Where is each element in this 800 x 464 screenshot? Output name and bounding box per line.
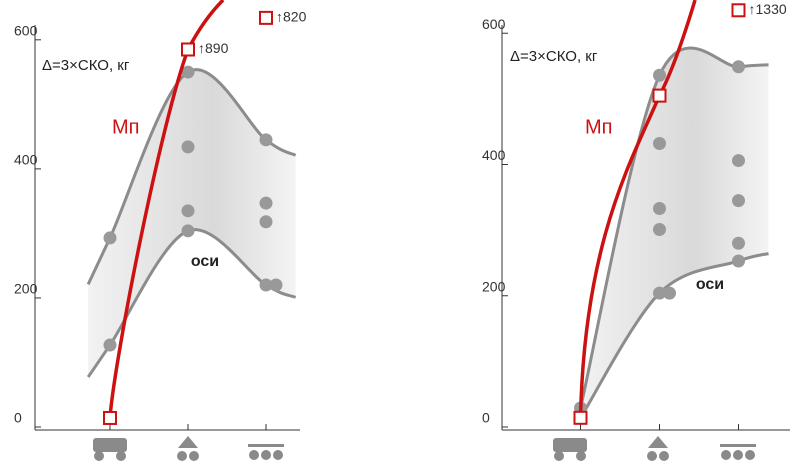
axes-layer — [34, 25, 790, 431]
dot — [653, 201, 666, 215]
band-upper — [579, 46, 769, 409]
line-label: Mп — [585, 116, 613, 138]
dot — [653, 222, 666, 236]
band-lower — [579, 252, 769, 419]
line-marker — [573, 410, 588, 425]
y-tick-label: 200 — [14, 281, 38, 297]
y-tick-label: 400 — [14, 152, 38, 168]
dot — [732, 236, 745, 250]
y-tick-label: 400 — [482, 147, 506, 163]
line-layer — [108, 0, 697, 419]
category-icons — [93, 436, 756, 461]
line — [578, 0, 697, 418]
annotation: ↑1330 — [749, 1, 787, 17]
dot — [259, 278, 273, 292]
line-marker — [103, 410, 117, 425]
band-label: оси — [191, 253, 219, 270]
y-axis-label: Δ=3×СКО, кг — [42, 57, 130, 74]
y-tick-label: 0 — [14, 410, 22, 426]
dot — [653, 286, 666, 300]
dot — [181, 224, 195, 238]
dot — [653, 68, 666, 82]
dot — [259, 215, 273, 229]
band-fill — [580, 48, 769, 418]
y-tick-label: 200 — [482, 278, 506, 294]
band-fill — [88, 69, 296, 378]
y-tick-label: 0 — [482, 410, 490, 426]
dot — [181, 65, 195, 79]
line-marker — [181, 42, 195, 57]
dot — [732, 60, 745, 74]
annotation: ↑890 — [198, 40, 229, 56]
band-label: оси — [696, 276, 724, 293]
y-tick-label: 600 — [482, 16, 506, 32]
line-label: Mп — [112, 116, 140, 138]
line-marker — [652, 88, 667, 103]
dot — [259, 133, 273, 147]
line-marker — [259, 10, 273, 25]
dot — [103, 338, 117, 352]
dot — [103, 231, 117, 245]
dot — [663, 286, 676, 300]
dot — [732, 254, 745, 268]
dot — [732, 154, 745, 168]
dot — [181, 204, 195, 218]
line-marker — [731, 3, 746, 18]
y-tick-label: 600 — [14, 23, 38, 39]
dot — [181, 140, 195, 154]
dot — [653, 137, 666, 150]
dot — [269, 278, 283, 292]
dot — [259, 196, 273, 210]
line — [108, 0, 225, 419]
y-axis-label: Δ=3×СКО, кг — [510, 48, 598, 65]
annotation: ↑820 — [276, 9, 307, 25]
dot — [732, 194, 745, 208]
